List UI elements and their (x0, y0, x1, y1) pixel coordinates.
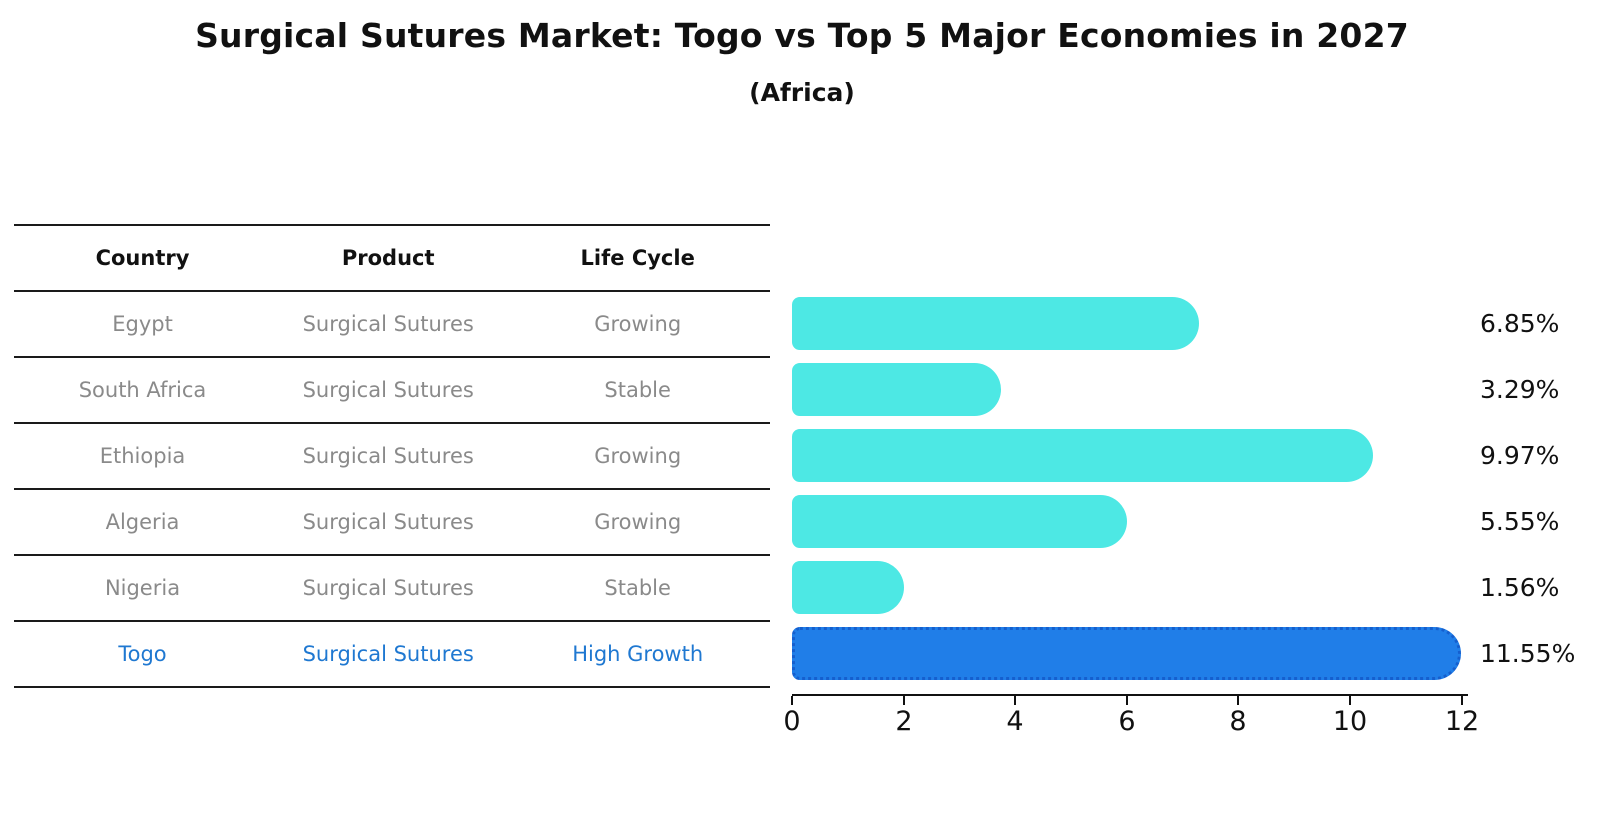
table-row-nigeria: Nigeria Surgical Sutures Stable (14, 556, 770, 622)
table-cell-country: Algeria (105, 510, 180, 534)
table-row-ethiopia: Ethiopia Surgical Sutures Growing (14, 424, 770, 490)
value-label-egypt: 6.85% (1480, 308, 1560, 338)
column-header-life-cycle: Life Cycle (580, 246, 695, 270)
x-tick-mark (1126, 696, 1128, 705)
table-cell-country: Togo (118, 642, 167, 666)
value-label-south-africa: 3.29% (1480, 374, 1560, 404)
x-tick-mark (791, 696, 793, 705)
table-header-row: Country Product Life Cycle (14, 226, 770, 292)
bar-ethiopia (792, 429, 1373, 482)
x-tick-mark (903, 696, 905, 705)
x-tick-label: 10 (1332, 706, 1368, 737)
x-tick-label: 2 (895, 706, 913, 737)
table-row-algeria: Algeria Surgical Sutures Growing (14, 490, 770, 556)
x-tick-mark (1349, 696, 1351, 705)
value-label-ethiopia: 9.97% (1480, 440, 1560, 470)
table-cell-product: Surgical Sutures (302, 576, 474, 600)
x-tick-label: 8 (1229, 706, 1247, 737)
bar-algeria (792, 495, 1127, 548)
x-tick-mark (1014, 696, 1016, 705)
x-tick-label: 4 (1006, 706, 1024, 737)
table-cell-product: Surgical Sutures (302, 378, 474, 402)
x-tick-mark (1461, 696, 1463, 705)
table-cell-life-cycle: High Growth (572, 642, 704, 666)
page-title: Surgical Sutures Market: Togo vs Top 5 M… (195, 16, 1409, 55)
value-label-nigeria: 1.56% (1480, 572, 1560, 602)
table-row-togo: Togo Surgical Sutures High Growth (14, 622, 770, 688)
table-row-south-africa: South Africa Surgical Sutures Stable (14, 358, 770, 424)
value-label-togo: 11.55% (1480, 638, 1576, 668)
table-cell-product: Surgical Sutures (302, 444, 474, 468)
table-cell-country: Ethiopia (99, 444, 186, 468)
table-cell-product: Surgical Sutures (302, 510, 474, 534)
column-header-product: Product (341, 246, 435, 270)
table-cell-country: South Africa (78, 378, 207, 402)
comparison-table: Country Product Life Cycle Egypt Surgical… (14, 224, 770, 688)
table-cell-life-cycle: Growing (594, 510, 682, 534)
table-row-egypt: Egypt Surgical Sutures Growing (14, 292, 770, 358)
bar-south-africa (792, 363, 1001, 416)
table-cell-country: Nigeria (104, 576, 181, 600)
table-cell-product: Surgical Sutures (302, 642, 474, 666)
x-tick-label: 0 (783, 706, 801, 737)
page-subtitle: (Africa) (749, 78, 855, 107)
x-tick-mark (1237, 696, 1239, 705)
table-cell-product: Surgical Sutures (302, 312, 474, 336)
table-cell-life-cycle: Growing (594, 444, 682, 468)
x-tick-label: 12 (1444, 706, 1480, 737)
x-axis-line (792, 694, 1468, 696)
table-cell-life-cycle: Stable (604, 576, 671, 600)
table-cell-country: Egypt (112, 312, 173, 336)
bar-egypt (792, 297, 1199, 350)
table-cell-life-cycle: Stable (604, 378, 671, 402)
bar-nigeria (792, 561, 904, 614)
x-tick-label: 6 (1118, 706, 1136, 737)
table-cell-life-cycle: Growing (594, 312, 682, 336)
bar-togo (792, 627, 1461, 680)
column-header-country: Country (95, 246, 190, 270)
value-label-algeria: 5.55% (1480, 506, 1560, 536)
table-body: Egypt Surgical Sutures Growing South Africa… (14, 292, 770, 688)
